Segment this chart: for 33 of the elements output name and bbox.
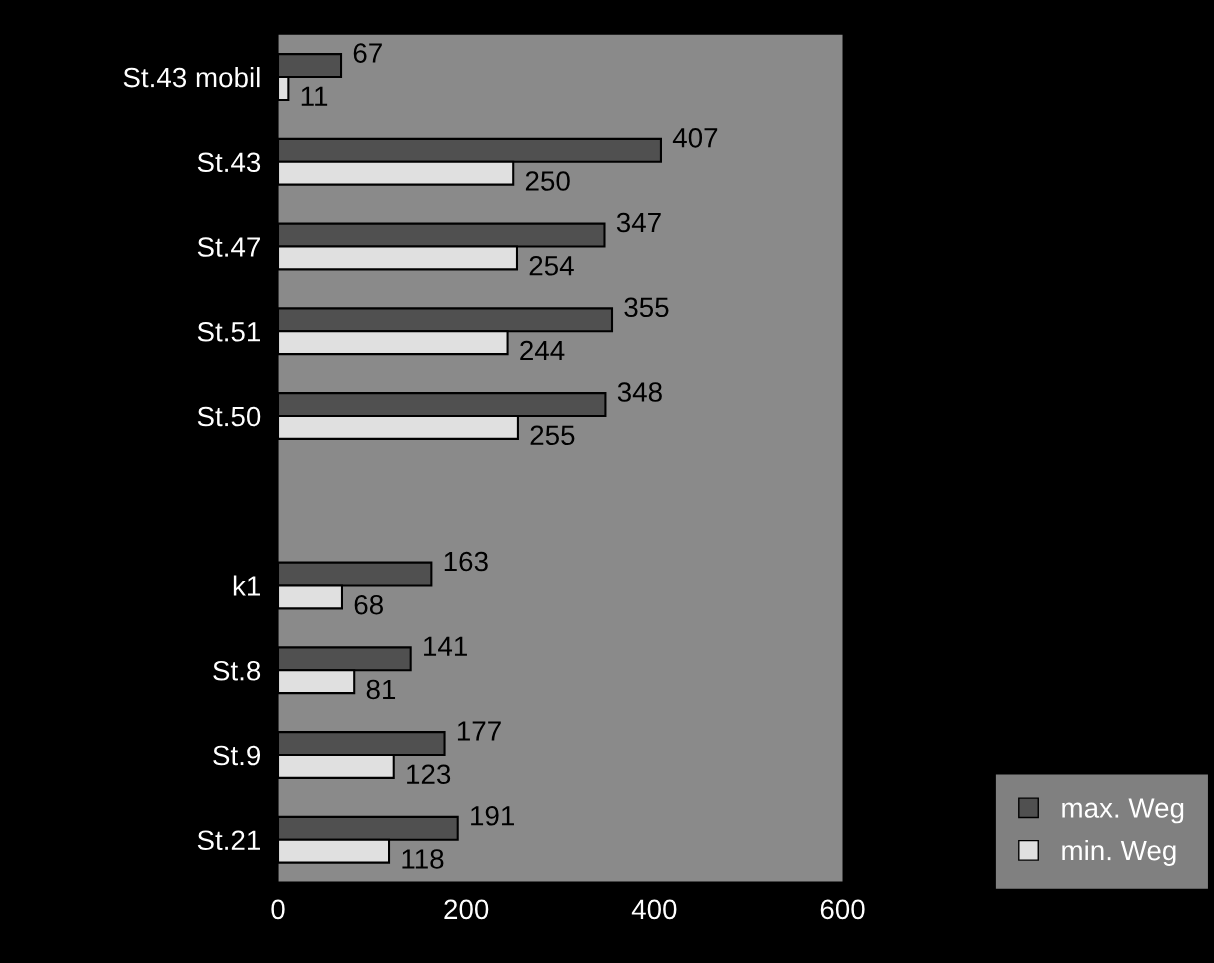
- y-tick-label: k1: [233, 575, 260, 596]
- x-tick-label: 200: [444, 899, 489, 920]
- y-tick-label: St.51: [197, 321, 260, 342]
- data-label: 123: [407, 764, 451, 785]
- data-label: 191: [471, 805, 514, 826]
- legend-label: min. Weg: [1062, 839, 1176, 866]
- data-label: 141: [424, 636, 467, 656]
- data-label: 250: [525, 171, 570, 191]
- y-tick-label: St.47: [197, 237, 260, 257]
- y-tick-label: St.43 mobil: [123, 66, 260, 88]
- y-tick-label: St.9: [213, 745, 261, 766]
- y-tick-label: St.50: [197, 406, 261, 427]
- data-label: 348: [617, 382, 662, 402]
- data-label: 163: [444, 551, 488, 572]
- data-label: 255: [530, 425, 575, 446]
- y-tick-label: St.21: [197, 830, 260, 851]
- x-tick-label: 0: [271, 899, 285, 920]
- data-label: 407: [672, 127, 718, 148]
- data-label: 254: [529, 255, 574, 276]
- data-label: 68: [354, 594, 383, 615]
- data-label: 118: [402, 849, 444, 869]
- legend-label: max. Weg: [1062, 798, 1184, 824]
- y-tick-label: St.43: [197, 152, 261, 173]
- y-tick-label: St.8: [213, 660, 261, 681]
- data-label: 11: [301, 86, 328, 106]
- data-label: 355: [624, 297, 669, 318]
- data-label: 81: [366, 679, 396, 700]
- data-label: 347: [616, 212, 661, 233]
- data-label: 177: [457, 721, 501, 741]
- x-tick-label: 400: [631, 899, 677, 920]
- data-label: 67: [353, 43, 382, 63]
- x-tick-label: 600: [820, 899, 865, 920]
- data-label: 244: [520, 340, 565, 361]
